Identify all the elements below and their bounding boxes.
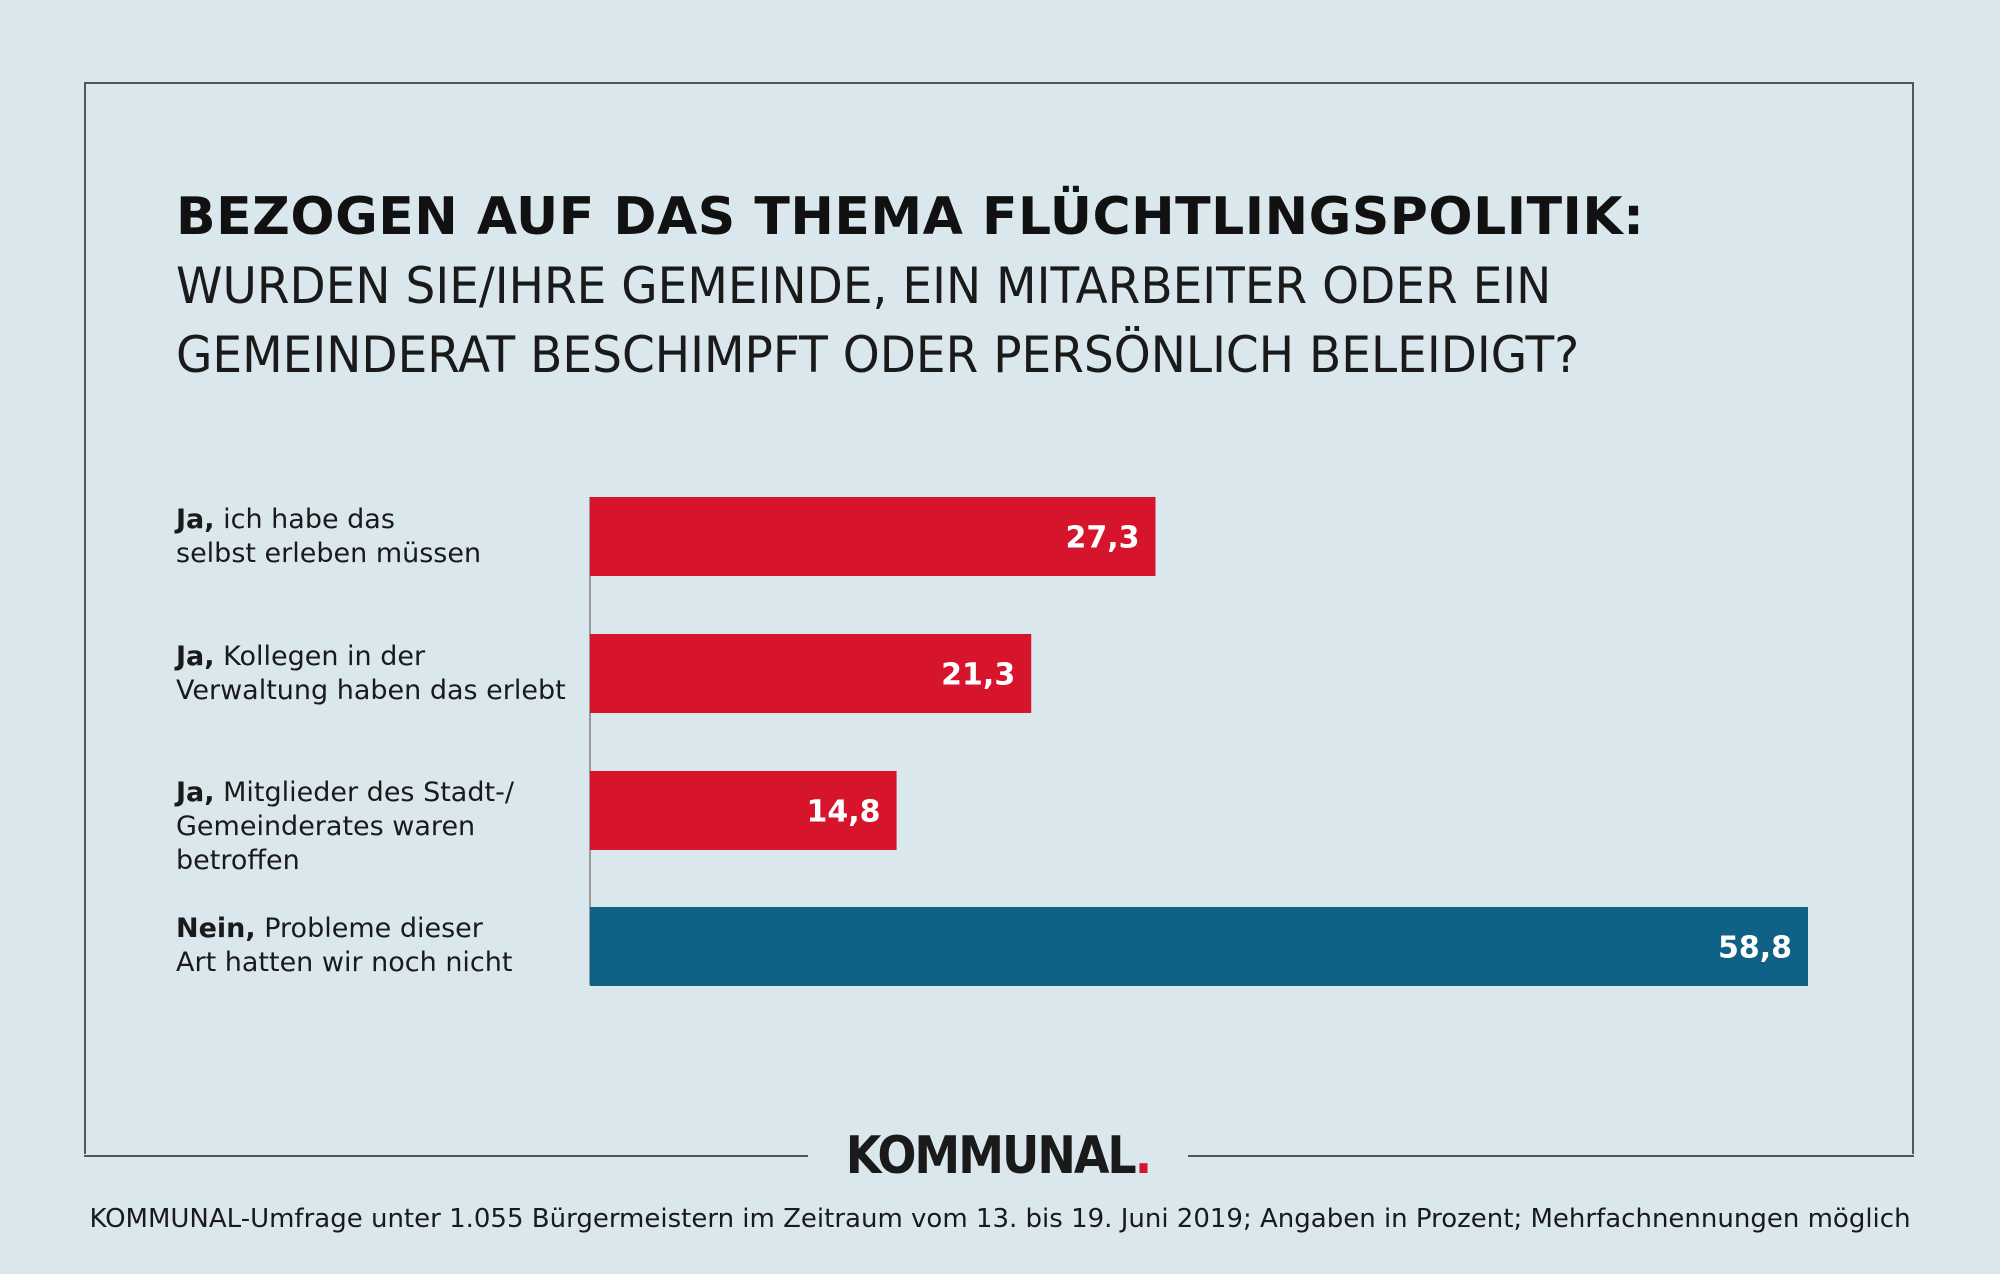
row-label-3-text2: Gemeinderates waren betroffen: [176, 811, 476, 876]
row-label-2: Ja, Kollegen in der Verwaltung haben das…: [176, 640, 596, 708]
frame-bottom-left: [84, 1155, 808, 1157]
footnote: KOMMUNAL-Umfrage unter 1.055 Bürgermeist…: [89, 1204, 1911, 1234]
frame-bottom-right: [1188, 1155, 1914, 1157]
bar-4-value-label: 58,8: [1718, 931, 1792, 966]
kommunal-logo: KOMMUNAL.: [808, 1121, 1188, 1188]
logo-dot: .: [1134, 1124, 1153, 1186]
bar-2: [590, 634, 1032, 713]
bar-2-value-label: 21,3: [941, 658, 1015, 693]
bar-1: [590, 497, 1156, 576]
y-axis-line: [589, 497, 591, 985]
row-label-3: Ja, Mitglieder des Stadt-/ Gemeinderates…: [176, 776, 596, 878]
row-label-4-text2: Art hatten wir noch nicht: [176, 947, 513, 978]
chart-frame: [84, 82, 1914, 1154]
chart-title: BEZOGEN AUF DAS THEMA FLÜCHTLINGSPOLITIK…: [176, 182, 1876, 390]
row-label-1: Ja, ich habe das selbst erleben müssen: [176, 503, 596, 571]
bar-3-value-label: 14,8: [807, 795, 881, 830]
row-label-1-text: ich habe das: [214, 504, 395, 535]
row-label-2-text2: Verwaltung haben das erlebt: [176, 675, 566, 706]
row-label-4: Nein, Probleme dieser Art hatten wir noc…: [176, 912, 596, 980]
row-label-3-bold: Ja,: [176, 777, 215, 808]
title-bold: BEZOGEN AUF DAS THEMA FLÜCHTLINGSPOLITIK…: [176, 187, 1645, 247]
row-label-2-text: Kollegen in der: [214, 641, 426, 672]
bar-3: [590, 771, 897, 850]
title-line-1: WURDEN SIE/IHRE GEMEINDE, EIN MITARBEITE…: [176, 257, 1552, 315]
row-label-1-bold: Ja,: [176, 504, 215, 535]
row-label-1-text2: selbst erleben müssen: [176, 538, 482, 569]
bar-4: [590, 907, 1808, 986]
logo-text: KOMMUNAL: [845, 1124, 1137, 1186]
row-label-2-bold: Ja,: [176, 641, 215, 672]
row-label-3-text: Mitglieder des Stadt-/: [214, 777, 514, 808]
row-label-4-bold: Nein,: [176, 913, 256, 944]
row-label-4-text: Probleme dieser: [255, 913, 483, 944]
bar-1-value-label: 27,3: [1065, 521, 1139, 556]
title-line-2: GEMEINDERAT BESCHIMPFT ODER PERSÖNLICH B…: [176, 326, 1580, 384]
